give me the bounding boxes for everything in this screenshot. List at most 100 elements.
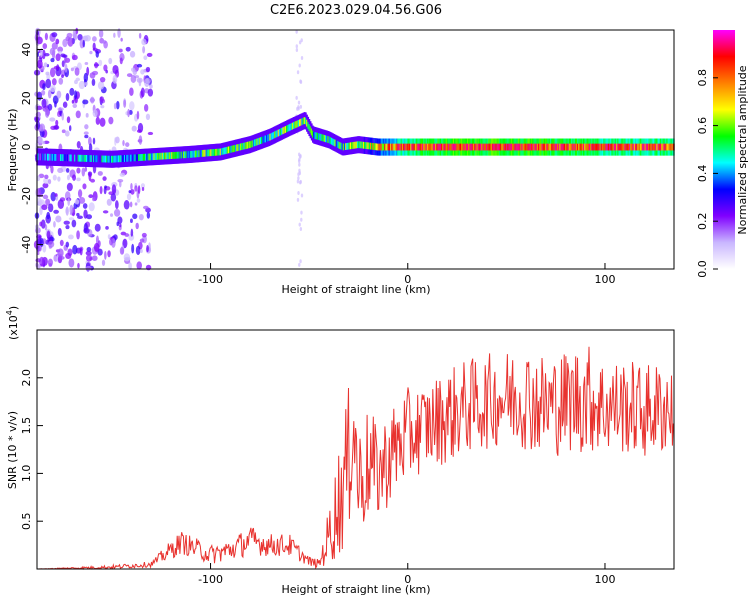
spectrogram-track-core <box>616 143 618 151</box>
spectrogram-track-core <box>379 143 382 151</box>
spectrogram-track-core <box>367 142 370 150</box>
spectrogram-track-core <box>241 143 243 151</box>
spectrogram-noise-cell <box>78 80 86 90</box>
spectrogram-track-core <box>577 143 579 151</box>
spectrogram-track-core <box>113 155 116 163</box>
spectrogram-track-core <box>244 142 247 150</box>
spectrogram-track-core <box>440 143 443 151</box>
spectrogram-track-core <box>572 143 575 151</box>
spectrogram-noise-cell <box>84 166 88 172</box>
spectrogram-track-core <box>123 155 126 162</box>
spectrogram-noise-cell <box>51 32 58 38</box>
spectrogram-track-core <box>185 151 188 159</box>
spectrogram-track-core <box>453 143 456 151</box>
spectrogram-track-core <box>43 153 46 161</box>
spectrogram-noise-cell <box>49 67 56 78</box>
spectrogram-track-core <box>358 141 360 149</box>
spectrogram-track-core <box>192 150 195 158</box>
spectrogram-track-core <box>532 143 534 151</box>
spectrogram-track-core <box>426 143 429 151</box>
snr-series-line <box>37 346 674 571</box>
spectrogram-noise-cell <box>144 103 149 112</box>
spectrogram-track-core <box>597 143 599 151</box>
spectrogram-track-core <box>406 143 409 151</box>
spectrogram-track-core <box>61 154 63 162</box>
spectrogram-panel: -100 0 100 -40 -20 0 20 40 Height of straight … <box>6 27 675 296</box>
colorbar-gradient <box>713 30 735 269</box>
spectrogram-track-core <box>368 142 371 150</box>
spectrogram-track-core <box>401 143 404 151</box>
spectrogram-noise-cell <box>115 200 119 210</box>
spectrogram-track-core <box>85 155 88 162</box>
spectrogram-noise-cell <box>112 64 119 74</box>
spectrogram-noise-cell <box>44 53 50 57</box>
spectrogram-track-core <box>126 154 129 162</box>
spectrogram-track-core <box>643 143 646 151</box>
spectrogram-noise-cell <box>111 184 117 195</box>
spectrogram-track-core <box>591 143 594 151</box>
spectrogram-track-core <box>320 133 323 141</box>
spectrogram-track-core <box>186 151 189 159</box>
spectrogram-x-tick-label: -100 <box>198 273 223 286</box>
spectrogram-track-core <box>463 143 466 151</box>
spectrogram-track-core <box>329 137 332 144</box>
spectrogram-track-core <box>369 142 372 150</box>
spectrogram-track-core <box>146 153 149 161</box>
spectrogram-track-core <box>566 143 569 151</box>
spectrogram-track-core <box>347 142 350 150</box>
spectrogram-noise-cell <box>74 199 80 205</box>
spectrogram-track-core <box>503 143 506 151</box>
colorbar-tick-label: 0.0 <box>696 260 709 278</box>
spectrogram-track-core <box>82 154 85 162</box>
spectrogram-track-core <box>553 143 556 151</box>
spectrogram-track-core <box>513 143 515 151</box>
spectrogram-track-core <box>62 154 65 162</box>
snr-y-tick-label: 0.5 <box>20 512 33 530</box>
spectrogram-track-core <box>665 143 668 151</box>
spectrogram-track-core <box>659 143 662 151</box>
spectrogram-track-core <box>289 123 292 131</box>
spectrogram-noise-cell <box>56 90 62 99</box>
spectrogram-noise-cell <box>297 159 301 164</box>
spectrogram-track-core <box>403 143 405 151</box>
colorbar-tick-label: 0.6 <box>696 117 709 135</box>
spectrogram-track-core <box>614 143 617 151</box>
spectrogram-track-core <box>612 143 615 151</box>
spectrogram-noise-cell <box>131 125 137 132</box>
snr-series-polyline <box>37 346 674 571</box>
spectrogram-track-core <box>442 143 444 151</box>
spectrogram-track-core <box>360 141 363 149</box>
snr-frame <box>36 329 675 570</box>
spectrogram-track-core <box>472 143 475 151</box>
spectrogram-y-tick-label: 0 <box>20 144 33 151</box>
spectrogram-track-core <box>481 143 484 151</box>
spectrogram-noise-cell <box>113 102 117 110</box>
spectrogram-noise-cell <box>97 171 103 176</box>
spectrogram-noise-cell <box>92 36 97 42</box>
spectrogram-track-core <box>153 153 156 161</box>
spectrogram-track-core <box>188 151 191 158</box>
spectrogram-noise-cell <box>65 36 70 42</box>
spectrogram-track-core <box>671 143 674 151</box>
snr-multiplier: (x104) <box>5 306 20 340</box>
spectrogram-noise-cell <box>58 77 64 85</box>
spectrogram-noise-cell <box>39 256 45 267</box>
spectrogram-y-label: Frequency (Hz) <box>6 109 19 192</box>
spectrogram-track-core <box>132 154 134 162</box>
spectrogram-track-core <box>397 143 400 151</box>
spectrogram-noise-cell <box>99 186 103 195</box>
colorbar-tick-label: 0.8 <box>696 69 709 87</box>
spectrogram-track-core <box>414 143 417 151</box>
spectrogram-track-core <box>164 152 166 160</box>
spectrogram-track-core <box>166 152 169 160</box>
spectrogram-track-core <box>476 143 479 151</box>
spectrogram-noise-cell <box>91 78 96 87</box>
spectrogram-noise-cell <box>128 262 132 270</box>
spectrogram-track-core <box>205 149 208 157</box>
spectrogram-noise-cell <box>53 209 59 214</box>
spectrogram-track-core <box>89 155 92 162</box>
spectrogram-track-core <box>243 142 246 150</box>
spectrogram-noise-cell <box>108 116 114 125</box>
spectrogram-noise-cell <box>51 78 57 86</box>
spectrogram-track-core <box>304 117 307 125</box>
